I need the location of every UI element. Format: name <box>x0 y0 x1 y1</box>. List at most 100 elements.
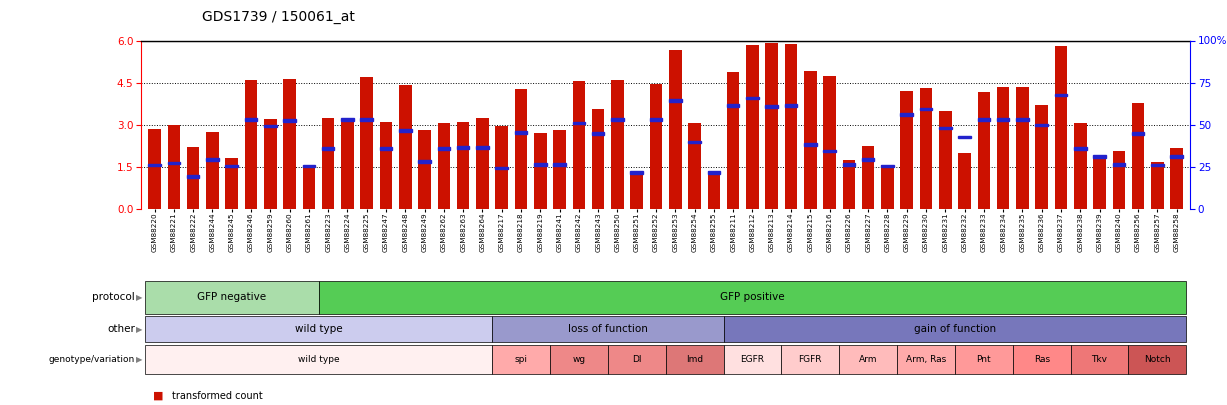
Bar <box>1113 151 1125 209</box>
Bar <box>669 100 681 102</box>
Bar <box>515 131 528 134</box>
Text: ■: ■ <box>153 391 164 401</box>
Bar <box>591 109 605 209</box>
Text: lmd: lmd <box>686 355 703 364</box>
Bar <box>843 160 855 209</box>
Text: Tkv: Tkv <box>1092 355 1108 364</box>
Bar <box>456 146 470 149</box>
Bar <box>939 111 952 209</box>
Text: Arm: Arm <box>859 355 877 364</box>
Bar <box>244 118 258 121</box>
Bar <box>920 108 933 111</box>
Bar <box>303 165 315 167</box>
Bar <box>476 146 488 149</box>
Bar <box>1171 148 1183 209</box>
Bar <box>978 118 990 121</box>
Bar <box>804 143 816 146</box>
Text: wild type: wild type <box>298 355 340 364</box>
Text: other: other <box>107 324 135 334</box>
Bar <box>726 72 740 209</box>
Bar <box>1036 124 1048 126</box>
Bar <box>515 89 528 209</box>
Bar <box>264 125 276 127</box>
Bar <box>418 130 431 209</box>
Bar <box>1016 118 1028 121</box>
Bar <box>591 132 605 135</box>
Bar <box>206 158 218 161</box>
Text: wild type: wild type <box>294 324 342 334</box>
Bar <box>1055 94 1067 96</box>
Bar <box>379 122 393 209</box>
Bar <box>1131 132 1145 135</box>
Text: GDS1739 / 150061_at: GDS1739 / 150061_at <box>202 10 356 24</box>
Text: loss of function: loss of function <box>568 324 648 334</box>
Bar <box>303 166 315 209</box>
Bar <box>785 104 798 107</box>
Bar <box>1055 46 1067 209</box>
Bar <box>379 147 393 149</box>
Text: genotype/variation: genotype/variation <box>49 355 135 364</box>
Bar <box>264 119 276 209</box>
Bar <box>901 113 913 116</box>
Bar <box>746 97 758 99</box>
Bar <box>534 163 546 166</box>
Bar <box>939 127 952 129</box>
Text: protocol: protocol <box>92 292 135 302</box>
Text: ▶: ▶ <box>136 355 142 364</box>
Bar <box>746 45 758 209</box>
Bar <box>321 147 335 149</box>
Text: transformed count: transformed count <box>172 391 263 401</box>
Bar <box>438 123 450 209</box>
Text: GFP negative: GFP negative <box>198 292 266 302</box>
Bar <box>631 173 643 209</box>
Bar <box>708 171 720 209</box>
Bar <box>726 104 740 107</box>
Bar <box>881 165 893 209</box>
Bar <box>341 118 353 121</box>
Bar <box>1151 162 1163 209</box>
Text: EGFR: EGFR <box>740 355 764 364</box>
Bar <box>573 81 585 209</box>
Bar <box>553 130 566 209</box>
Bar <box>226 165 238 167</box>
Bar <box>534 133 546 209</box>
Bar <box>399 130 411 132</box>
Bar <box>958 136 971 139</box>
Bar <box>553 163 566 166</box>
Bar <box>148 164 161 166</box>
Bar <box>861 145 875 209</box>
Bar <box>438 147 450 149</box>
Bar <box>688 123 701 209</box>
Bar <box>341 119 353 209</box>
Bar <box>206 132 218 209</box>
Bar <box>187 175 200 178</box>
Bar <box>361 77 373 209</box>
Bar <box>283 119 296 122</box>
Text: Dl: Dl <box>632 355 642 364</box>
Text: FGFR: FGFR <box>799 355 822 364</box>
Text: Pnt: Pnt <box>977 355 991 364</box>
Bar <box>669 50 681 209</box>
Bar <box>650 84 663 209</box>
Bar <box>804 71 816 209</box>
Bar <box>321 118 335 209</box>
Bar <box>823 75 836 209</box>
Bar <box>843 163 855 166</box>
Text: Notch: Notch <box>1144 355 1171 364</box>
Bar <box>418 160 431 163</box>
Bar <box>996 87 1010 209</box>
Text: ▶: ▶ <box>136 293 142 302</box>
Bar <box>920 88 933 209</box>
Bar <box>766 105 778 108</box>
Bar <box>1074 123 1087 209</box>
Bar <box>244 80 258 209</box>
Bar <box>611 118 623 121</box>
Bar <box>1113 163 1125 166</box>
Bar <box>168 162 180 164</box>
Bar <box>708 171 720 174</box>
Bar <box>958 153 971 209</box>
Bar <box>1036 105 1048 209</box>
Bar <box>1016 87 1028 209</box>
Bar <box>688 141 701 143</box>
Bar <box>399 85 411 209</box>
